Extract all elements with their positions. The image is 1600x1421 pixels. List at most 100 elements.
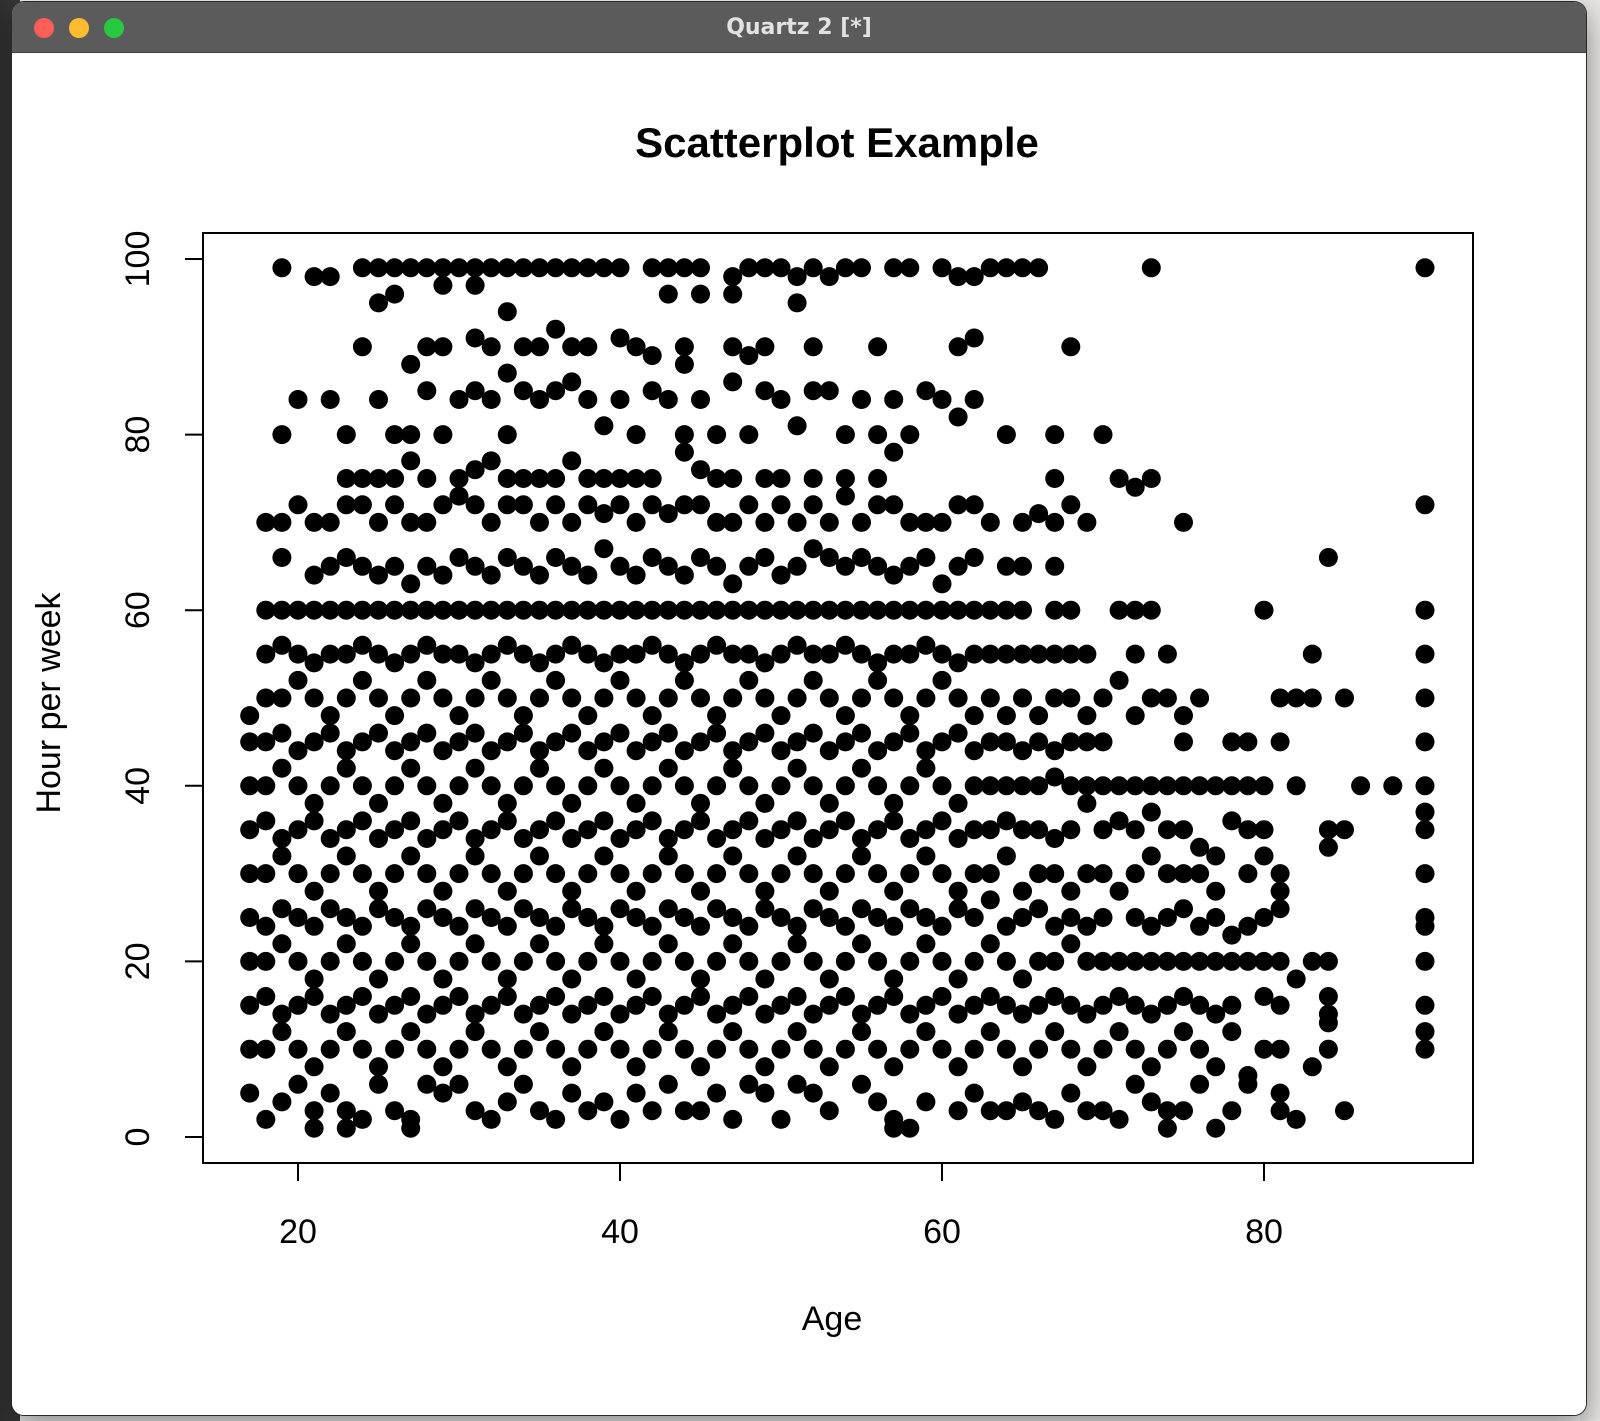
data-point <box>723 372 743 392</box>
data-point <box>787 1074 807 1094</box>
data-point <box>1318 820 1338 840</box>
data-point <box>868 820 888 840</box>
data-point <box>948 881 968 901</box>
data-point <box>674 995 694 1015</box>
close-icon[interactable] <box>34 18 54 38</box>
data-point <box>1415 258 1435 278</box>
data-point <box>739 495 759 515</box>
data-point <box>530 469 549 488</box>
data-point <box>578 820 598 840</box>
window-titlebar[interactable]: Quartz 2 [*] <box>12 2 1586 53</box>
data-point <box>1190 688 1210 708</box>
data-point <box>304 653 324 673</box>
data-point <box>1222 732 1242 752</box>
data-point <box>401 1022 421 1042</box>
data-point <box>497 969 517 989</box>
data-point <box>1077 706 1097 726</box>
data-point <box>835 776 855 796</box>
data-point <box>691 811 710 831</box>
data-point <box>497 425 517 445</box>
data-point <box>369 723 388 743</box>
data-point <box>1109 881 1129 901</box>
data-point <box>707 776 727 796</box>
zoom-icon[interactable] <box>104 18 124 38</box>
data-point <box>1013 644 1032 664</box>
data-point <box>320 776 340 796</box>
x-tick-label: 20 <box>279 1213 317 1251</box>
data-point <box>1222 811 1242 831</box>
data-point <box>240 1039 260 1059</box>
data-point <box>320 951 340 971</box>
data-point <box>369 390 388 409</box>
data-point <box>787 416 807 436</box>
data-point <box>481 565 501 585</box>
data-point <box>819 381 839 401</box>
data-point <box>835 864 855 884</box>
data-point <box>626 1057 646 1077</box>
data-point <box>401 574 421 594</box>
data-point <box>352 258 372 278</box>
data-point <box>948 600 968 620</box>
data-point <box>932 512 952 532</box>
data-point <box>513 776 533 796</box>
data-point <box>1093 1101 1113 1121</box>
data-point <box>497 881 517 901</box>
x-axis-label: Age <box>802 1300 863 1338</box>
data-point <box>1045 425 1065 445</box>
data-point <box>787 267 807 287</box>
data-point <box>417 635 437 655</box>
data-point <box>948 1057 968 1077</box>
data-point <box>433 1083 453 1103</box>
data-point <box>256 1109 276 1129</box>
data-point <box>1157 995 1177 1015</box>
data-point <box>787 1022 807 1042</box>
data-point <box>787 987 807 1006</box>
data-point <box>674 653 694 673</box>
data-point <box>433 565 453 585</box>
data-point <box>594 916 614 936</box>
data-point <box>304 600 324 620</box>
data-point <box>819 820 839 840</box>
data-point <box>1174 864 1193 884</box>
data-point <box>304 916 324 936</box>
data-point <box>658 1074 678 1094</box>
data-point <box>1029 1039 1049 1059</box>
data-point <box>1109 951 1129 971</box>
data-point <box>1077 512 1097 532</box>
data-point <box>497 1057 517 1077</box>
data-point <box>1045 1022 1065 1042</box>
data-point <box>272 1092 292 1112</box>
data-point <box>562 1004 582 1024</box>
data-point <box>868 653 888 673</box>
data-point <box>900 644 920 664</box>
data-point <box>1141 776 1161 796</box>
data-point <box>803 899 823 919</box>
data-point <box>1415 820 1435 840</box>
data-point <box>256 688 276 708</box>
data-point <box>964 706 984 726</box>
data-point <box>1157 951 1177 971</box>
data-point <box>964 820 984 840</box>
data-point <box>1222 925 1242 945</box>
data-point <box>755 793 775 813</box>
data-point <box>916 758 936 778</box>
data-point <box>449 916 469 936</box>
data-point <box>835 258 855 278</box>
data-point <box>1157 1118 1177 1138</box>
data-point <box>1141 688 1161 708</box>
data-point <box>1415 864 1435 884</box>
data-point <box>852 899 871 919</box>
data-point <box>739 258 759 278</box>
data-point <box>352 916 372 936</box>
minimize-icon[interactable] <box>69 18 89 38</box>
data-point <box>288 1074 308 1094</box>
data-point <box>369 469 388 488</box>
data-point <box>481 258 501 278</box>
data-point <box>530 758 549 778</box>
data-point <box>385 908 405 927</box>
data-point <box>417 723 437 743</box>
data-point <box>835 987 855 1006</box>
data-point <box>562 688 582 708</box>
data-point <box>497 548 517 567</box>
data-point <box>755 1057 775 1077</box>
